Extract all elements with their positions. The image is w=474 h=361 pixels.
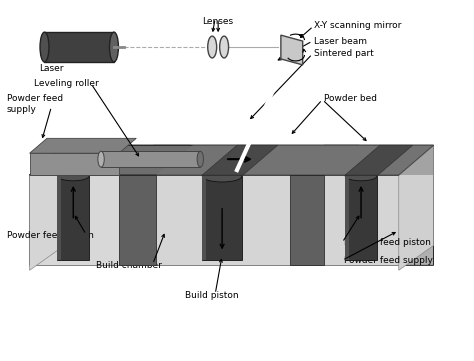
- Text: Laser: Laser: [39, 64, 64, 73]
- Polygon shape: [29, 145, 64, 265]
- Text: Powder feed piston: Powder feed piston: [344, 238, 431, 247]
- Polygon shape: [345, 176, 377, 260]
- Text: Lenses: Lenses: [202, 17, 234, 26]
- Polygon shape: [119, 175, 155, 265]
- Polygon shape: [57, 145, 126, 175]
- Text: Laser beam: Laser beam: [314, 36, 367, 45]
- Text: Build chamber: Build chamber: [96, 261, 162, 270]
- Text: Build piston: Build piston: [185, 291, 239, 300]
- Text: Powder feed piston: Powder feed piston: [7, 231, 94, 240]
- Polygon shape: [119, 145, 191, 175]
- Polygon shape: [399, 145, 434, 270]
- Polygon shape: [29, 145, 434, 175]
- Polygon shape: [155, 175, 290, 265]
- Polygon shape: [29, 138, 137, 153]
- Ellipse shape: [202, 170, 242, 182]
- Polygon shape: [45, 32, 114, 62]
- Polygon shape: [202, 176, 206, 260]
- Polygon shape: [281, 35, 303, 65]
- Text: X-Y scanning mirror: X-Y scanning mirror: [314, 21, 402, 30]
- Polygon shape: [57, 176, 61, 260]
- Polygon shape: [57, 145, 126, 175]
- Ellipse shape: [208, 36, 217, 58]
- Ellipse shape: [57, 171, 89, 181]
- Ellipse shape: [219, 36, 228, 58]
- Polygon shape: [324, 175, 399, 265]
- Text: Leveling roller: Leveling roller: [34, 79, 98, 88]
- Polygon shape: [29, 175, 399, 265]
- Polygon shape: [202, 176, 242, 260]
- Ellipse shape: [40, 32, 49, 62]
- Polygon shape: [290, 145, 359, 175]
- Polygon shape: [57, 176, 89, 260]
- Polygon shape: [29, 175, 119, 265]
- Polygon shape: [399, 145, 434, 265]
- Ellipse shape: [345, 171, 377, 181]
- Polygon shape: [202, 145, 278, 175]
- Text: Sintered part: Sintered part: [314, 49, 374, 58]
- Ellipse shape: [197, 151, 203, 167]
- Polygon shape: [345, 145, 413, 175]
- Polygon shape: [290, 175, 324, 265]
- Text: Powder feed supply: Powder feed supply: [344, 256, 433, 265]
- Polygon shape: [29, 145, 64, 270]
- Polygon shape: [29, 145, 434, 175]
- Polygon shape: [345, 176, 349, 260]
- Polygon shape: [29, 153, 119, 175]
- Ellipse shape: [109, 32, 118, 62]
- Polygon shape: [101, 151, 201, 167]
- Ellipse shape: [98, 151, 104, 167]
- Text: Powder feed
supply: Powder feed supply: [7, 93, 63, 114]
- Text: Powder bed: Powder bed: [324, 94, 377, 103]
- Polygon shape: [155, 145, 434, 175]
